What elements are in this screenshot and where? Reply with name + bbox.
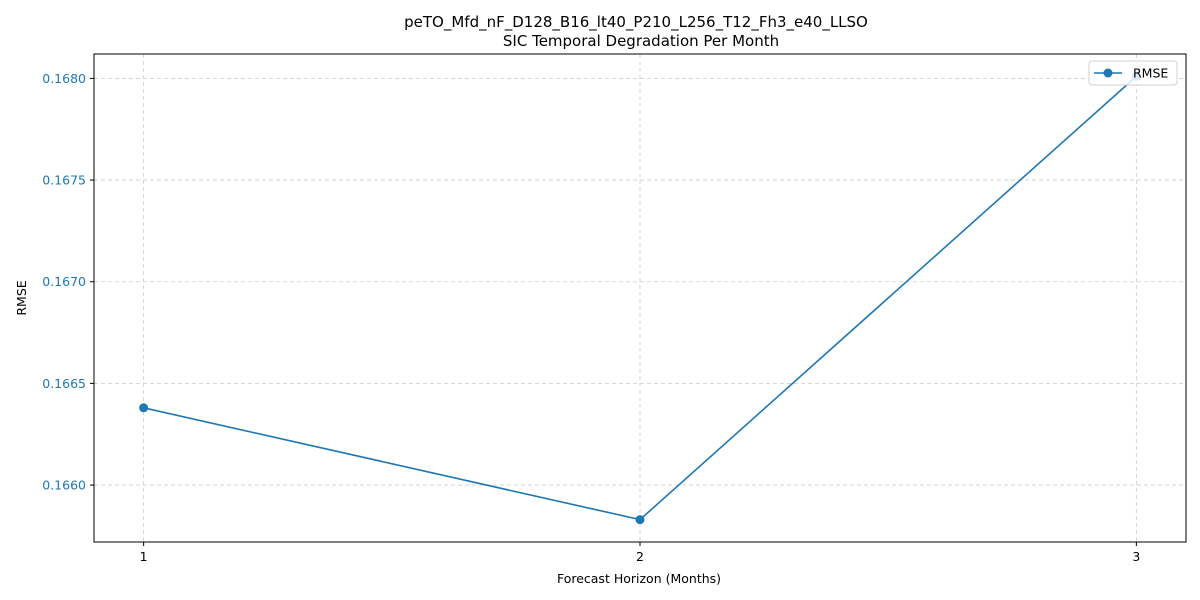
chart-title: peTO_Mfd_nF_D128_B16_lt40_P210_L256_T12_…: [404, 13, 868, 32]
y-tick-label: 0.1665: [42, 376, 86, 391]
legend-label: RMSE: [1133, 66, 1168, 81]
legend: RMSE: [1088, 60, 1178, 86]
chart-subtitle: SIC Temporal Degradation Per Month: [503, 32, 779, 50]
y-tick-label: 0.1660: [42, 478, 86, 493]
legend-marker: [1103, 68, 1113, 78]
grid: [94, 54, 1186, 542]
data-point: [635, 515, 645, 525]
x-tick-label: 1: [140, 549, 148, 564]
data-point: [139, 403, 149, 413]
y-axis-label: RMSE: [14, 280, 29, 315]
x-tick-label: 2: [636, 549, 644, 564]
x-axis-label: Forecast Horizon (Months): [557, 571, 721, 586]
y-tick-label: 0.1680: [42, 71, 86, 86]
x-tick-label: 3: [1132, 549, 1140, 564]
legend-box: [1088, 60, 1178, 86]
ticks: 1 2 3 0.1660 0.1665 0.1670 0.1675 0.1680: [42, 71, 1140, 564]
y-tick-label: 0.1670: [42, 274, 86, 289]
y-tick-label: 0.1675: [42, 173, 86, 188]
